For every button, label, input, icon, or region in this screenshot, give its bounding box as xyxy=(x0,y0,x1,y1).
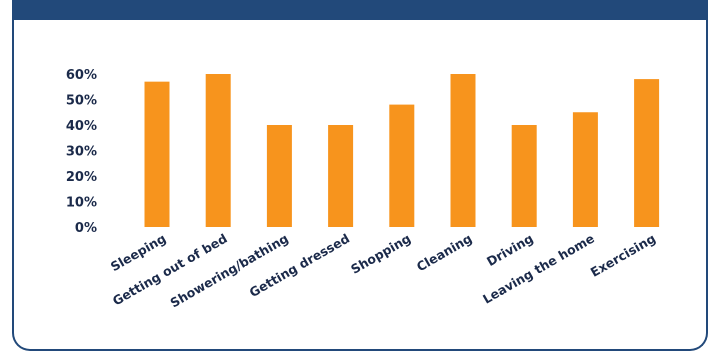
card-header-bar xyxy=(14,0,706,20)
y-tick-label: 30% xyxy=(66,145,97,160)
x-tick-label: Leaving the home xyxy=(480,231,597,307)
x-tick-label: Exercising xyxy=(588,231,658,280)
bars xyxy=(144,74,660,228)
x-tick-label: Getting dressed xyxy=(247,231,352,301)
bar xyxy=(450,74,476,227)
bar xyxy=(634,79,660,227)
y-tick-label: 0% xyxy=(75,221,97,236)
x-tick-label: Cleaning xyxy=(414,231,475,275)
chart-card: 0% 10% 20% 30% 40% 50% 60% Sleeping Getting out… xyxy=(12,0,708,351)
bar xyxy=(572,112,598,227)
bar xyxy=(205,74,231,227)
x-tick-label: Showering/bathing xyxy=(168,231,291,311)
bar xyxy=(266,125,292,227)
y-tick-label: 60% xyxy=(66,68,97,83)
y-axis-ticks: 0% 10% 20% 30% 40% 50% 60% xyxy=(66,68,97,236)
x-tick-label: Driving xyxy=(484,231,536,270)
y-tick-label: 10% xyxy=(66,196,97,211)
bar xyxy=(144,81,170,228)
x-tick-label: Shopping xyxy=(348,231,413,277)
y-tick-label: 40% xyxy=(66,119,97,134)
y-tick-label: 50% xyxy=(66,94,97,109)
bar xyxy=(389,104,415,227)
y-tick-label: 20% xyxy=(66,170,97,185)
bar xyxy=(511,125,537,227)
bar xyxy=(328,125,354,227)
